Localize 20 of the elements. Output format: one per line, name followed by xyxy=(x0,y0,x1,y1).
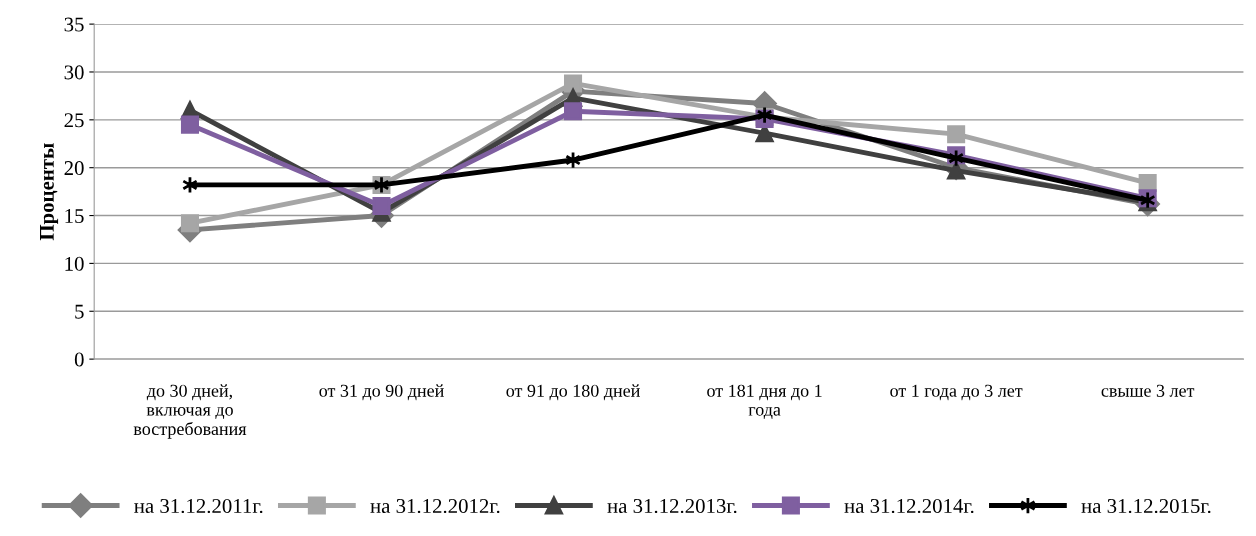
x-tick-label: от 31 до 90 дней xyxy=(319,384,444,401)
y-tick-label: 25 xyxy=(64,113,84,128)
legend-label: на 31.12.2012г. xyxy=(370,498,500,514)
y-tick-label: 35 xyxy=(64,17,84,32)
y-tick-label: 10 xyxy=(65,256,84,271)
legend-label: на 31.12.2013г. xyxy=(607,498,737,514)
y-tick-label: 15 xyxy=(65,209,84,223)
y-tick-label: 30 xyxy=(64,65,84,80)
legend-label: на 31.12.2014г. xyxy=(844,498,974,514)
x-tick-label: от 91 до 180 дней xyxy=(506,384,640,401)
legend-label: на 31.12.2015г. xyxy=(1081,498,1211,514)
y-tick-label: 20 xyxy=(64,161,84,176)
legend-label: на 31.12.2011г. xyxy=(134,498,263,514)
y-tick-label: 5 xyxy=(75,304,84,319)
x-tick-label: до 30 дней, включая до востребования xyxy=(133,384,247,439)
y-tick-label: 0 xyxy=(74,352,84,367)
x-tick-label: свыше 3 лет xyxy=(1101,384,1195,397)
x-tick-label: от 181 дня до 1 года xyxy=(707,384,822,420)
x-tick-label: от 1 года до 3 лет xyxy=(890,384,1023,401)
y-axis-title: Проценты xyxy=(40,143,59,241)
